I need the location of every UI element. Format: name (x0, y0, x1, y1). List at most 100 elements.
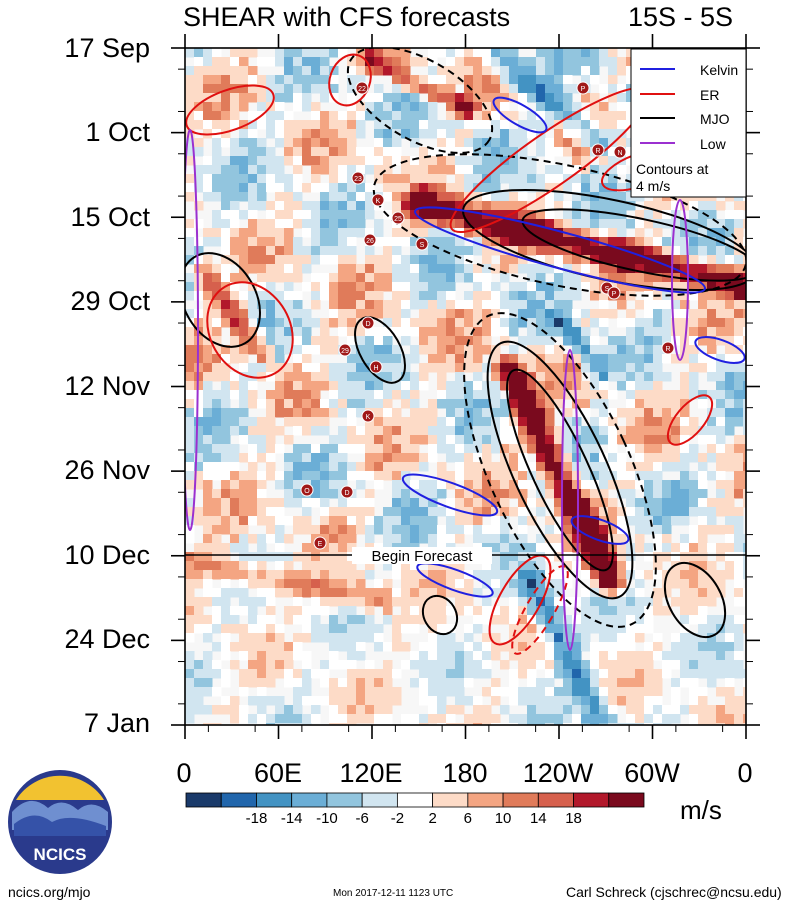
storm-icon: D (361, 316, 375, 330)
legend-label-low: Low (700, 136, 727, 152)
contour-line (346, 48, 494, 154)
contour-line (185, 129, 199, 531)
svg-text:N: N (617, 150, 622, 157)
x-tick-label: 180 (442, 758, 488, 788)
colorbar (185, 792, 645, 808)
legend-note-line1: Contours at (636, 161, 708, 177)
storm-icon: D (340, 485, 354, 499)
footer-author: Carl Schreck (cjschrec@ncsu.edu) (566, 884, 782, 900)
svg-text:23: 23 (354, 176, 362, 183)
storm-icon: R (591, 143, 605, 157)
svg-text:S: S (605, 286, 610, 293)
contour-line (328, 53, 372, 107)
x-tick-label: 60W (624, 758, 680, 788)
contour-line (521, 208, 746, 282)
contour-line (416, 562, 494, 598)
svg-text:S: S (420, 242, 425, 249)
x-tick-label: 60E (253, 758, 303, 788)
x-tick-label: 120W (522, 758, 594, 788)
colorbar-swatch (256, 792, 293, 808)
svg-text:D: D (344, 490, 349, 497)
colorbar-swatch (396, 792, 434, 808)
storm-icon: K (361, 409, 375, 423)
colorbar-swatch (608, 792, 645, 808)
forecast-divider: Begin Forecast (185, 547, 746, 565)
y-tick-label: 12 Nov (64, 371, 150, 401)
storm-icon: 25 (391, 211, 405, 225)
contour-line (486, 340, 634, 600)
y-tick-label: 24 Dec (64, 624, 150, 654)
contour-line (206, 281, 294, 379)
logo-text: NCICS (34, 845, 87, 864)
colorbar-swatch (220, 792, 257, 808)
contour-line (671, 199, 689, 361)
storm-icon: O (300, 483, 314, 497)
colorbar-tick-label: -6 (355, 810, 369, 827)
x-tick-label: 0 (737, 758, 753, 788)
colorbar-tick-label: -18 (245, 810, 268, 827)
svg-text:K: K (376, 198, 381, 205)
contour-line (663, 562, 727, 638)
contour-line (463, 312, 657, 628)
contour-line (488, 554, 552, 646)
colorbar-swatch (432, 792, 469, 808)
storm-icon: P (607, 286, 621, 300)
svg-text:26: 26 (366, 238, 374, 245)
y-tick-label: 1 Oct (85, 117, 150, 147)
storm-icon: 26 (363, 233, 377, 247)
plot-axes (171, 34, 760, 739)
footer-timestamp: Mon 2017-12-11 1123 UTC (333, 888, 454, 899)
colorbar-tick-label: 2 (428, 810, 437, 827)
svg-text:29: 29 (341, 348, 349, 355)
storm-icon: K (371, 193, 385, 207)
legend-label-er: ER (700, 87, 719, 103)
storm-icon: S (415, 237, 429, 251)
storm-icon: P (576, 81, 590, 95)
svg-text:D: D (365, 321, 370, 328)
colorbar-swatch (502, 792, 539, 808)
ncics-logo: NCICS (8, 770, 112, 874)
legend-label-kelvin: Kelvin (700, 62, 738, 78)
svg-text:P: P (612, 291, 617, 298)
storm-icon: E (313, 536, 327, 550)
colorbar-swatch (185, 792, 222, 808)
y-tick-label: 17 Sep (64, 33, 150, 63)
contour-line (185, 252, 261, 348)
contour-line (185, 84, 275, 136)
colorbar-units: m/s (680, 795, 722, 825)
colorbar-swatch (291, 792, 328, 808)
colorbar-tick-label: 10 (494, 810, 512, 827)
svg-text:K: K (366, 414, 371, 421)
contour-line (401, 473, 499, 517)
y-tick-label: 26 Nov (64, 455, 150, 485)
colorbar-swatch (537, 792, 574, 808)
storm-icon: 23 (351, 171, 365, 185)
storm-icon: N (613, 145, 627, 159)
legend-box: Kelvin ER MJO Low Contours at 4 m/s (630, 48, 747, 198)
colorbar-tick-label: -14 (280, 810, 303, 827)
contour-line (354, 316, 406, 384)
svg-text:25: 25 (394, 216, 402, 223)
colorbar-swatch (326, 792, 363, 808)
contour-line (492, 96, 548, 134)
contour-line (694, 336, 746, 364)
contour-line (506, 368, 614, 572)
contour-line (561, 349, 579, 651)
svg-text:R: R (665, 346, 670, 353)
footer-url: ncics.org/mjo (8, 884, 91, 900)
legend-label-mjo: MJO (700, 111, 730, 127)
svg-text:22: 22 (358, 86, 366, 93)
forecast-label: Begin Forecast (372, 548, 474, 565)
chart-region: 15S - 5S (628, 2, 734, 32)
colorbar-tick-label: -10 (316, 810, 338, 827)
contour-line (421, 594, 459, 636)
contour-line (511, 565, 569, 655)
y-tick-label: 7 Jan (83, 708, 150, 738)
y-tick-label: 10 Dec (64, 540, 150, 570)
legend-note-line2: 4 m/s (636, 178, 670, 194)
svg-text:P: P (581, 86, 586, 93)
y-tick-label: 15 Oct (70, 202, 150, 232)
y-tick-label: 29 Oct (70, 286, 150, 316)
